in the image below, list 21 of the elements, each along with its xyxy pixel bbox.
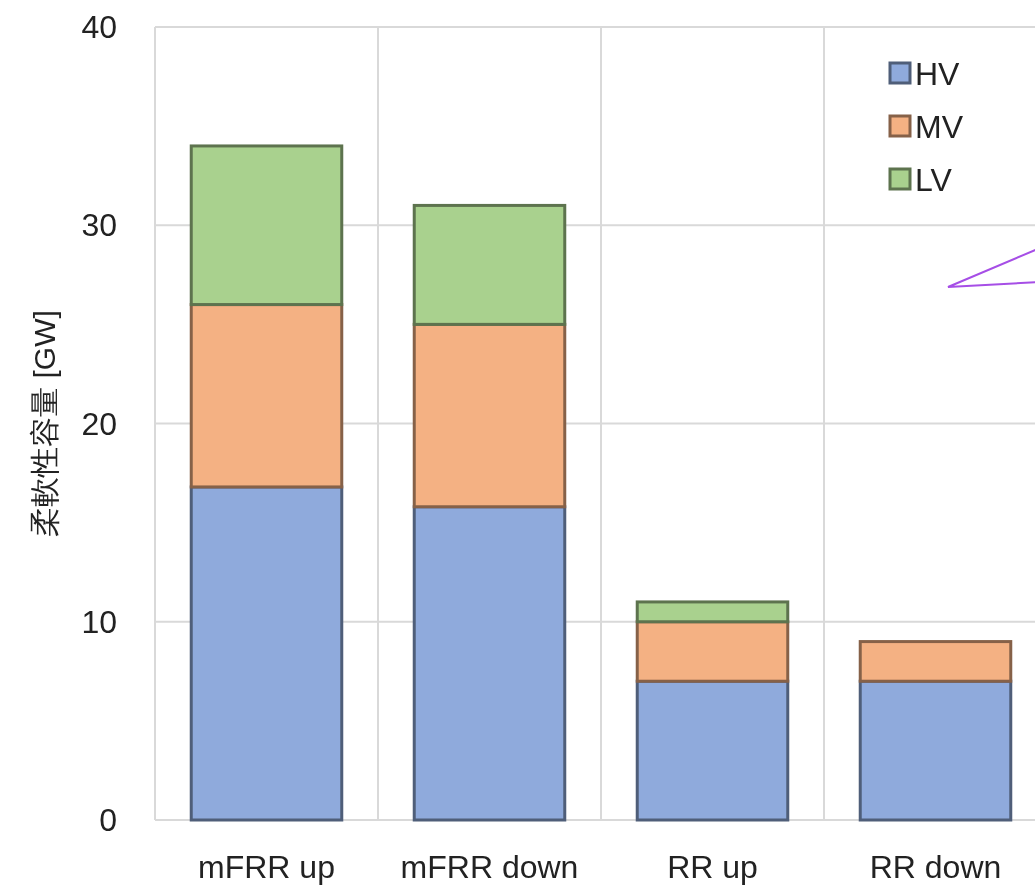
legend-label: LV: [915, 162, 953, 198]
x-tick-label: RR up: [667, 849, 758, 885]
bar: [858, 640, 1013, 683]
bar: [189, 485, 344, 822]
bar: [635, 620, 790, 683]
bar: [189, 303, 344, 489]
x-tick-label: mFRR up: [198, 849, 335, 885]
legend-label: MV: [915, 109, 964, 145]
legend-label: HV: [915, 56, 961, 92]
bar: [412, 505, 567, 822]
bar: [412, 203, 567, 326]
y-tick-label: 20: [81, 405, 117, 442]
y-tick-label: 30: [81, 207, 117, 244]
bar: [635, 600, 790, 624]
y-axis-title: 柔軟性容量 [GW]: [28, 310, 61, 537]
x-tick-label: RR down: [869, 849, 1002, 885]
y-tick-label: 10: [81, 603, 117, 640]
y-tick-label: 40: [81, 9, 117, 45]
y-tick-label: 0: [99, 802, 117, 838]
bar: [189, 144, 344, 307]
x-tick-label: mFRR down: [400, 849, 579, 885]
